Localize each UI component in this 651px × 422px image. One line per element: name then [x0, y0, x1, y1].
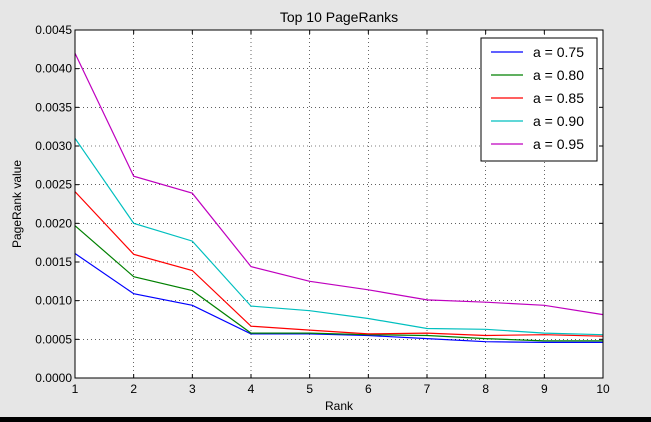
series-lines [74, 52, 604, 343]
legend-label: a = 0.90 [533, 113, 584, 129]
y-tick-label: 0.0045 [35, 23, 72, 37]
x-tick-label: 8 [482, 382, 489, 396]
series-line [74, 52, 604, 316]
legend-label: a = 0.95 [533, 136, 584, 152]
legend-label: a = 0.80 [533, 67, 584, 83]
y-tick-label: 0.0025 [35, 178, 72, 192]
series-line [74, 253, 603, 343]
x-tick-label: 5 [306, 382, 313, 396]
axis-ticks: 1 2 3 4 5 6 7 8 9 10 0.0000 0.0005 0.0010 0.0015 0.002… [35, 23, 610, 396]
legend-box [480, 37, 598, 162]
legend-label: a = 0.85 [533, 90, 584, 106]
legend: a = 0.75 a = 0.80 a = 0.85 a = 0.90 a = 0.95 [480, 37, 598, 162]
x-axis-label: Rank [325, 399, 354, 413]
series-line [74, 191, 604, 337]
chart-title: Top 10 PageRanks [280, 9, 398, 25]
y-tick-label: 0.0010 [35, 294, 72, 308]
x-tick-label: 2 [130, 382, 137, 396]
y-tick-label: 0.0000 [35, 371, 72, 385]
legend-label: a = 0.75 [533, 44, 584, 60]
plot-frame [74, 29, 604, 379]
y-tick-label: 0.0020 [35, 216, 72, 230]
y-tick-label: 0.0030 [35, 139, 72, 153]
x-tick-label: 1 [72, 382, 79, 396]
y-tick-label: 0.0015 [35, 255, 72, 269]
x-tick-label: 7 [424, 382, 431, 396]
x-tick-label: 3 [189, 382, 196, 396]
y-tick-label: 0.0035 [35, 100, 72, 114]
series-line [74, 225, 603, 342]
y-axis-label: PageRank value [10, 160, 24, 248]
series-line [74, 137, 604, 336]
y-tick-label: 0.0040 [35, 62, 72, 76]
x-tick-label: 9 [541, 382, 548, 396]
x-tick-label: 6 [365, 382, 372, 396]
y-tick-label: 0.0005 [35, 332, 72, 346]
x-tick-label: 4 [248, 382, 255, 396]
x-tick-label: 10 [596, 382, 610, 396]
